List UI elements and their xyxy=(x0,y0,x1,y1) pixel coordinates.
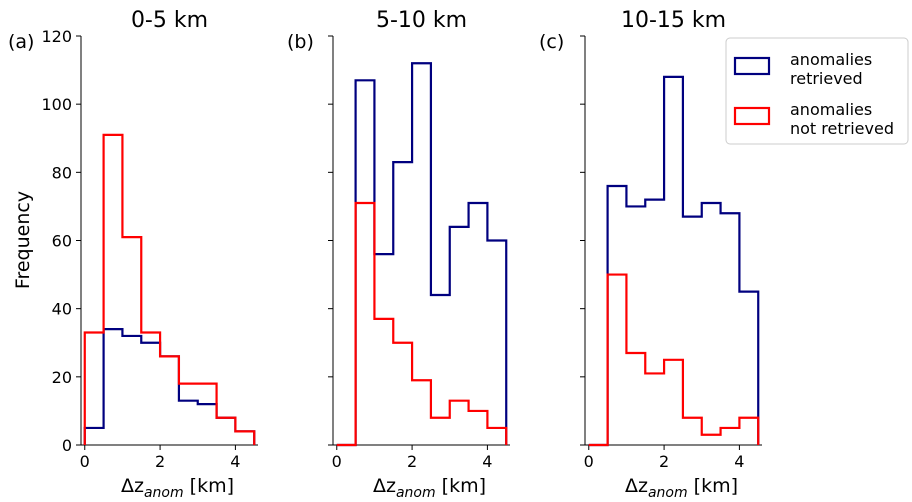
x-axis-label-unit: [km] xyxy=(184,475,234,497)
x-tick-label: 0 xyxy=(584,452,594,471)
series-retrieved-step xyxy=(336,62,508,447)
legend-label-line2: not retrieved xyxy=(790,119,894,138)
panel-title: 0-5 km xyxy=(131,8,208,33)
x-tick-label: 4 xyxy=(734,452,744,471)
series-not-retrieved-step xyxy=(83,133,256,445)
series-retrieved-step xyxy=(83,328,256,445)
x-axis-label-subscript: anom xyxy=(648,485,688,501)
panel-1: 0 20 40 60 80 100 120 0 2 4 0-5 km (a) Δzanom [km] Fr… xyxy=(8,8,258,501)
panel-title: 10-15 km xyxy=(621,8,726,33)
series-retrieved-step xyxy=(588,75,760,447)
legend-label-line1: anomalies xyxy=(790,50,872,69)
x-axis-label-main: Δz xyxy=(373,475,396,497)
panel-label: (b) xyxy=(287,31,314,53)
panel-title: 5-10 km xyxy=(376,8,467,33)
y-tick-label: 60 xyxy=(52,232,72,251)
x-axis-label: Δzanom [km] xyxy=(373,475,486,501)
x-axis-label-unit: [km] xyxy=(688,475,738,497)
legend-frame xyxy=(725,37,909,145)
y-tick-label: 80 xyxy=(52,163,72,182)
x-tick-label: 4 xyxy=(230,452,240,471)
y-tick-label: 40 xyxy=(52,300,72,319)
x-axis-label-subscript: anom xyxy=(396,485,436,501)
series-not-retrieved-step xyxy=(336,201,508,447)
x-axis-label-main: Δz xyxy=(121,475,144,497)
panel-label: (a) xyxy=(8,31,34,53)
x-tick-label: 0 xyxy=(80,452,90,471)
x-axis-label-main: Δz xyxy=(625,475,648,497)
panel-2: 0 2 4 5-10 km (b) Δzanom [km] xyxy=(287,8,510,501)
legend-swatch xyxy=(733,56,771,76)
x-axis-label: Δzanom [km] xyxy=(625,475,738,501)
legend-label-line2: retrieved xyxy=(790,69,863,88)
x-tick-label: 0 xyxy=(332,452,342,471)
y-tick-label: 120 xyxy=(41,27,72,46)
panel-label: (c) xyxy=(539,31,564,53)
panel-3: 0 2 4 10-15 km (c) Δzanom [km] xyxy=(539,8,762,501)
y-tick-label: 20 xyxy=(52,368,72,387)
y-axis-label: Frequency xyxy=(12,191,34,289)
x-tick-label: 4 xyxy=(482,452,492,471)
y-tick-label: 0 xyxy=(62,436,72,455)
legend-swatch xyxy=(733,106,771,126)
x-tick-label: 2 xyxy=(659,452,669,471)
x-axis-label: Δzanom [km] xyxy=(121,475,234,501)
x-axis-label-subscript: anom xyxy=(144,485,184,501)
x-tick-label: 2 xyxy=(155,452,165,471)
y-tick-label: 100 xyxy=(41,95,72,114)
x-axis-label-unit: [km] xyxy=(436,475,486,497)
series-not-retrieved-step xyxy=(588,273,760,447)
legend-label-line1: anomalies xyxy=(790,100,872,119)
x-tick-label: 2 xyxy=(407,452,417,471)
